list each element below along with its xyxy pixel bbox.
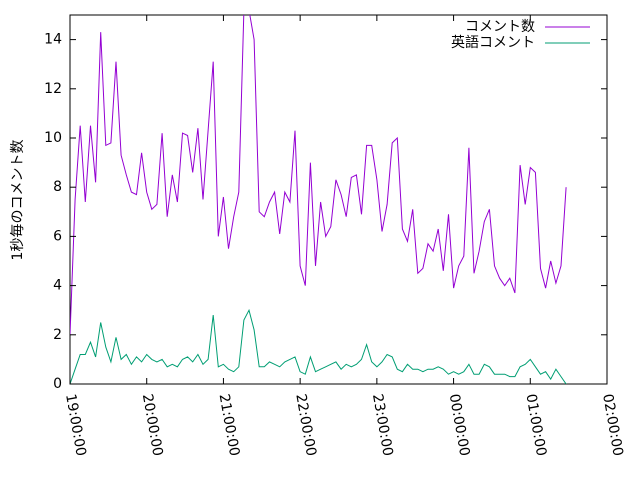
y-tick-label: 4 [53,278,62,294]
legend-label: コメント数 [465,19,535,35]
x-tick-label: 01:00:00 [522,393,549,458]
x-tick-label: 23:00:00 [369,393,396,458]
x-tick-label: 20:00:00 [139,393,166,458]
y-tick-label: 0 [53,376,62,392]
y-tick-label: 14 [44,32,62,48]
x-tick-label: 22:00:00 [292,393,319,458]
y-tick-label: 6 [53,228,62,244]
y-tick-label: 2 [53,327,62,343]
x-tick-label: 00:00:00 [446,393,473,458]
legend-label: 英語コメント [451,34,535,51]
series-line [70,308,567,384]
x-tick-label: 19:00:00 [62,393,89,458]
x-tick-label: 21:00:00 [216,393,243,458]
plot-frame [69,14,608,385]
x-tick-label: 02:00:00 [599,393,626,458]
y-tick-label: 8 [53,179,62,195]
plot-area [70,15,567,384]
y-tick-label: 10 [44,130,62,146]
y-axis-label: 1秒毎のコメント数 [10,140,26,261]
y-tick-label: 12 [44,81,62,97]
series-line [70,15,567,335]
